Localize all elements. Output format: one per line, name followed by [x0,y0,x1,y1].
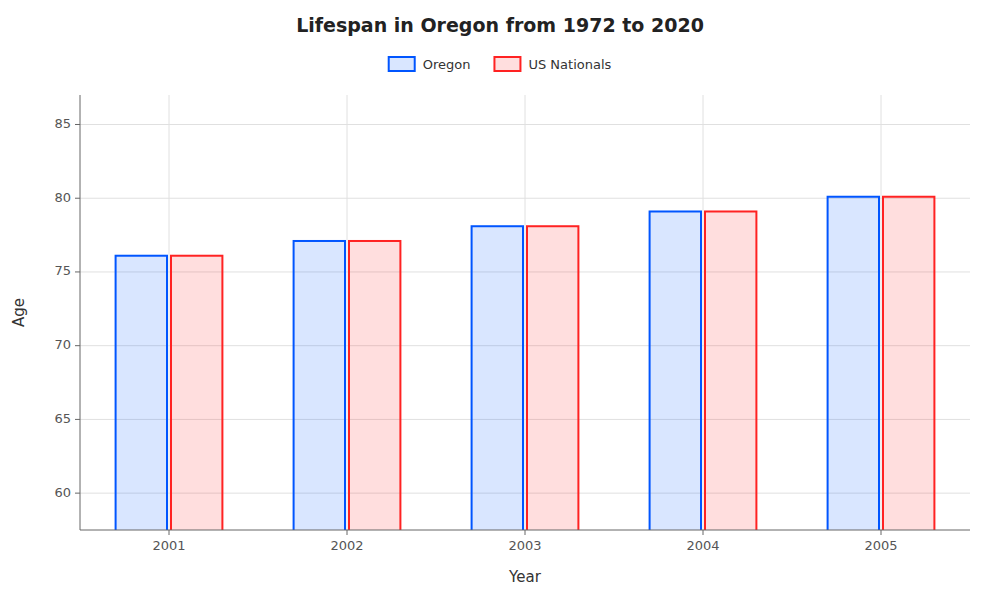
y-tick-label: 85 [54,116,71,131]
y-tick-label: 65 [54,411,71,426]
x-grid-line [703,95,704,530]
x-tick-label: 2003 [508,538,541,553]
x-tick [525,530,526,535]
x-tick [169,530,170,535]
x-axis-label: Year [508,568,542,586]
legend-swatch [389,57,415,71]
x-tick [347,530,348,535]
bar [527,226,578,530]
y-tick-label: 75 [54,263,71,278]
axes: 60 65 70 75 80 85 2001 2002 2003 2004 2005 [54,95,970,553]
chart-container: 60 65 70 75 80 85 2001 2002 2003 2004 2005 Year Age L… [0,0,1000,600]
legend-label: US Nationals [528,57,611,72]
y-tick-label: 70 [54,337,71,352]
y-tick [75,419,80,420]
bars [116,197,935,530]
x-tick-label: 2004 [686,538,719,553]
y-tick-label: 80 [54,190,71,205]
x-tick [703,530,704,535]
x-tick-label: 2002 [330,538,363,553]
y-axis-label: Age [10,298,28,327]
x-grid-line [169,95,170,530]
y-tick [75,345,80,346]
bar [171,256,222,530]
bar [349,241,400,530]
y-tick [75,493,80,494]
bar [294,241,345,530]
x-grid-line [525,95,526,530]
x-tick [881,530,882,535]
x-tick-label: 2001 [152,538,185,553]
y-tick-label: 60 [54,485,71,500]
bar [472,226,523,530]
bar [650,211,701,530]
legend: Oregon US Nationals [389,57,612,72]
y-tick [75,124,80,125]
title: Lifespan in Oregon from 1972 to 2020 [296,14,704,36]
legend-item: US Nationals [494,57,611,72]
y-tick [75,198,80,199]
bar [705,211,756,530]
x-grid-line [881,95,882,530]
y-tick [75,271,80,272]
legend-swatch [494,57,520,71]
bar [828,197,879,530]
x-tick-label: 2005 [864,538,897,553]
chart: 60 65 70 75 80 85 2001 2002 2003 2004 2005 Year Age L… [0,0,1000,600]
legend-label: Oregon [423,57,471,72]
bar [883,197,934,530]
x-grid-line [347,95,348,530]
bar [116,256,167,530]
legend-item: Oregon [389,57,471,72]
y-axis-line [80,95,81,530]
